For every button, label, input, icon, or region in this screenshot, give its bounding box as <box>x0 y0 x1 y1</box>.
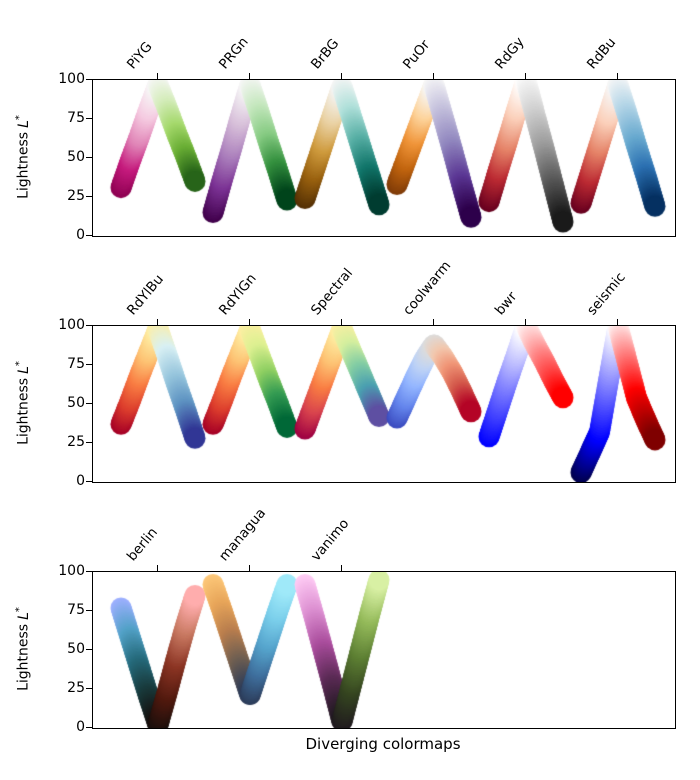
y-axis-label-row2: Lightness L* <box>10 323 32 483</box>
colormap-label-rdbu: RdBu <box>583 34 620 73</box>
x-tick-mark <box>432 73 434 79</box>
y-tick-mark <box>86 196 92 198</box>
y-tick-label: 25 <box>67 188 85 204</box>
colormap-label-berlin: berlin <box>123 524 161 565</box>
y-tick-mark <box>86 118 92 120</box>
y-tick-label: 25 <box>67 434 85 450</box>
y-tick-mark <box>86 403 92 405</box>
x-tick-mark <box>340 319 342 325</box>
colormap-label-vanimo: vanimo <box>307 515 353 565</box>
row3-colormap-arcs-canvas <box>93 572 675 728</box>
y-axis-label-text: Lightness <box>15 377 32 445</box>
y-tick-mark <box>86 364 92 366</box>
colormap-label-rdgy: RdGy <box>491 34 528 73</box>
colormap-label-bwr: bwr <box>491 288 521 319</box>
y-axis-label-superscript: * <box>14 361 25 367</box>
y-tick-label: 75 <box>67 602 85 618</box>
y-tick-label: 0 <box>76 719 85 735</box>
y-tick-label: 100 <box>58 71 85 87</box>
axes-row1 <box>92 79 676 237</box>
x-tick-mark <box>156 73 158 79</box>
x-tick-mark <box>524 73 526 79</box>
x-tick-mark <box>248 319 250 325</box>
y-tick-label: 50 <box>67 641 85 657</box>
colormap-label-seismic: seismic <box>583 269 629 319</box>
y-axis-label-symbol: L <box>15 366 32 374</box>
y-axis-label-text: Lightness <box>15 623 32 691</box>
colormap-label-spectral: Spectral <box>307 265 357 319</box>
y-tick-label: 50 <box>67 395 85 411</box>
axes-row2 <box>92 325 676 483</box>
colormap-label-managua: managua <box>215 505 270 565</box>
x-tick-mark <box>616 73 618 79</box>
y-axis-label-text: Lightness <box>15 131 32 199</box>
y-tick-mark <box>86 688 92 690</box>
x-tick-mark <box>524 319 526 325</box>
y-tick-mark <box>86 481 92 483</box>
x-tick-mark <box>432 319 434 325</box>
y-axis-label-symbol: L <box>15 120 32 128</box>
x-axis-label: Diverging colormaps <box>305 735 461 753</box>
y-tick-label: 25 <box>67 680 85 696</box>
colormap-label-puor: PuOr <box>399 37 434 73</box>
y-axis-label-row1: Lightness L* <box>10 77 32 237</box>
colormap-label-coolwarm: coolwarm <box>399 257 455 319</box>
y-tick-mark <box>86 79 92 81</box>
y-tick-label: 50 <box>67 149 85 165</box>
y-axis-label-symbol: L <box>15 612 32 620</box>
colormap-label-brbg: BrBG <box>307 35 343 73</box>
y-tick-mark <box>86 571 92 573</box>
y-tick-label: 0 <box>76 227 85 243</box>
colormap-label-rdylbu: RdYlBu <box>123 271 167 319</box>
y-tick-label: 100 <box>58 317 85 333</box>
y-tick-mark <box>86 235 92 237</box>
y-tick-mark <box>86 442 92 444</box>
row2-colormap-arcs-canvas <box>93 326 675 482</box>
x-tick-mark <box>616 319 618 325</box>
colormap-label-rdylgn: RdYlGn <box>215 270 260 319</box>
x-tick-mark <box>340 73 342 79</box>
x-tick-mark <box>340 565 342 571</box>
y-tick-mark <box>86 325 92 327</box>
y-tick-label: 75 <box>67 356 85 372</box>
y-tick-mark <box>86 157 92 159</box>
y-axis-label-superscript: * <box>14 115 25 121</box>
row1-colormap-arcs-canvas <box>93 80 675 236</box>
x-tick-mark <box>156 565 158 571</box>
colormap-label-prgn: PRGn <box>215 34 252 73</box>
x-tick-mark <box>248 73 250 79</box>
y-tick-mark <box>86 649 92 651</box>
y-tick-mark <box>86 727 92 729</box>
y-tick-label: 100 <box>58 563 85 579</box>
y-axis-label-superscript: * <box>14 607 25 613</box>
colormap-label-piyg: PiYG <box>123 38 156 73</box>
y-axis-label-row3: Lightness L* <box>10 569 32 729</box>
y-tick-mark <box>86 610 92 612</box>
axes-row3 <box>92 571 676 729</box>
x-tick-mark <box>248 565 250 571</box>
y-tick-label: 0 <box>76 473 85 489</box>
y-tick-label: 75 <box>67 110 85 126</box>
x-tick-mark <box>156 319 158 325</box>
